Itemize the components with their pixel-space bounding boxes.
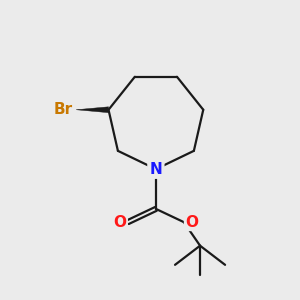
Polygon shape: [76, 107, 109, 113]
Text: Br: Br: [53, 102, 73, 117]
Text: O: O: [185, 214, 198, 230]
Text: N: N: [149, 162, 162, 177]
Text: O: O: [113, 214, 126, 230]
